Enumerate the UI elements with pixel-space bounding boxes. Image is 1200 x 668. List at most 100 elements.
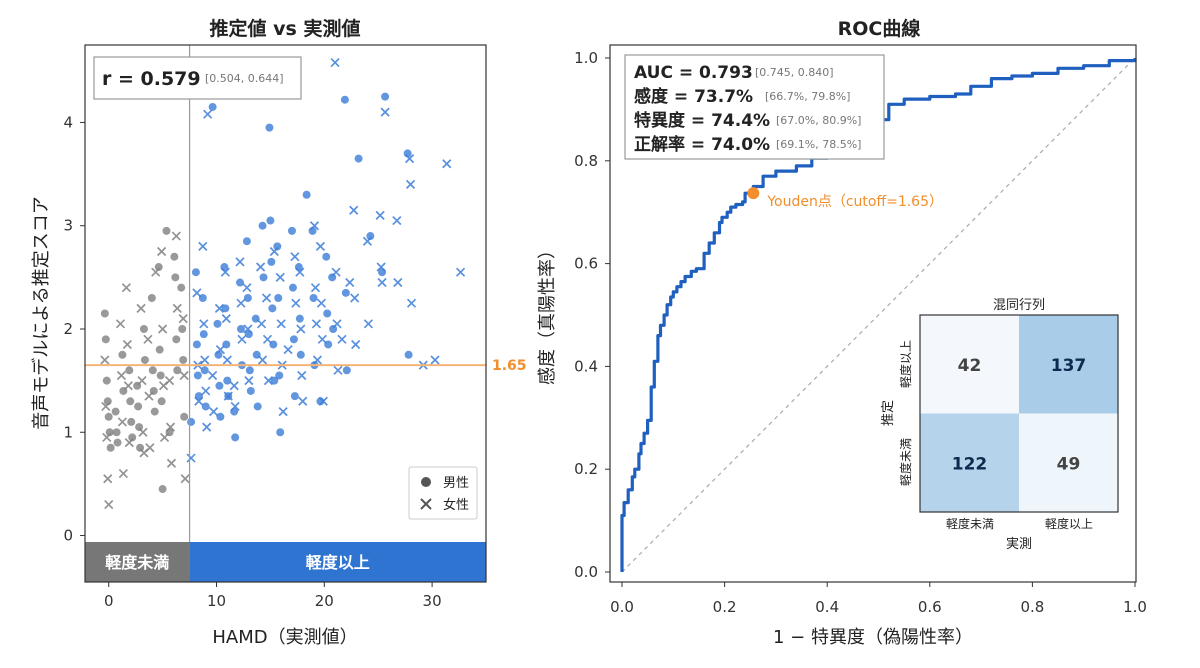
scatter-point-male xyxy=(242,237,251,246)
scatter-point-female xyxy=(102,432,112,443)
scatter-point-male xyxy=(171,273,180,282)
scatter-point-male xyxy=(126,397,135,406)
scatter-point-female xyxy=(221,314,231,324)
scatter-point-female xyxy=(166,458,177,468)
scatter-point-female xyxy=(283,345,293,355)
scatter-point-female xyxy=(349,205,359,215)
legend-female-label: 女性 xyxy=(443,497,469,513)
scatter-point-male xyxy=(341,288,350,297)
scatter-point-female xyxy=(298,396,308,406)
legend-x-icon xyxy=(420,498,432,510)
scatter-point-male xyxy=(246,386,255,395)
scatter-point-male xyxy=(156,371,165,380)
scatter-point-male xyxy=(199,330,208,339)
scatter-point-female xyxy=(337,334,347,344)
scatter-point-male xyxy=(118,350,127,359)
scatter-ticks: 0 10 20 30 0 1 2 3 4 xyxy=(63,113,441,610)
scatter-points xyxy=(100,57,466,510)
scatter-ylabel: 音声モデルによる推定スコア xyxy=(31,196,52,429)
scatter-point-female xyxy=(405,179,416,190)
confusion-matrix: 混同行列 42 137 122 49 軽度未満 軽度以上 実測 軽度以上 軽度未満 推… xyxy=(881,298,1119,552)
roc-xlabel: 1 − 特異度（偽陽性率） xyxy=(773,627,973,648)
x-tick-label: 10 xyxy=(207,592,226,610)
scatter-point-female xyxy=(333,365,343,375)
scatter-point-male xyxy=(179,355,188,364)
stats-label: 感度 = 73.7% xyxy=(634,86,753,107)
scatter-point-male xyxy=(193,371,202,380)
scatter-point-male xyxy=(270,376,279,385)
scatter-point-male xyxy=(177,283,186,292)
scatter-point-female xyxy=(244,376,254,386)
stats-box xyxy=(624,54,885,160)
roc-y-tick-label: 0.4 xyxy=(574,357,598,375)
scatter-point-male xyxy=(236,324,245,333)
scatter-point-female xyxy=(117,417,128,427)
scatter-point-male xyxy=(150,407,159,416)
scatter-point-male xyxy=(173,366,182,375)
correlation-box xyxy=(93,56,302,100)
scatter-point-female xyxy=(138,427,148,437)
scatter-point-male xyxy=(162,226,171,235)
scatter-point-female xyxy=(310,283,321,293)
scatter-point-female xyxy=(151,267,161,277)
scatter-point-female xyxy=(124,437,134,448)
cm-col-label-1: 軽度以上 xyxy=(1045,516,1093,531)
stats-rows: AUC = 0.793 [0.745, 0.840]感度 = 73.7% [66.7… xyxy=(634,63,861,155)
scatter-point-male xyxy=(147,294,156,303)
scatter-point-male xyxy=(276,428,285,437)
scatter-point-male xyxy=(113,438,122,447)
roc-ylabel: 感度（真陽性率） xyxy=(537,241,558,385)
scatter-point-male xyxy=(102,376,111,385)
scatter-frame xyxy=(84,44,487,583)
correlation-ci: [0.504, 0.644] xyxy=(205,72,284,85)
stats-label: 特異度 = 74.4% xyxy=(634,110,770,131)
roc-y-tick-label: 0.0 xyxy=(574,563,598,581)
stats-ci: [69.1%, 78.5%] xyxy=(776,138,861,151)
scatter-point-male xyxy=(231,433,240,442)
scatter-point-male xyxy=(106,443,115,452)
scatter-point-female xyxy=(157,246,167,257)
scatter-point-male xyxy=(101,335,110,344)
scatter-point-male xyxy=(266,216,275,225)
scatter-point-male xyxy=(328,273,337,282)
legend-male-label: 男性 xyxy=(443,476,469,491)
scatter-point-female xyxy=(316,298,326,308)
scatter-point-male xyxy=(258,221,267,230)
scatter-point-female xyxy=(406,298,417,308)
cm-cell-value: 42 xyxy=(958,356,982,376)
scatter-point-female xyxy=(311,319,322,329)
youden-label: Youden点（cutoff=1.65） xyxy=(766,194,943,210)
scatter-point-female xyxy=(261,293,272,303)
scatter-point-female xyxy=(208,370,218,381)
scatter-point-female xyxy=(137,376,147,386)
cm-cell xyxy=(920,315,1019,414)
scatter-point-male xyxy=(155,345,164,354)
y-tick-label: 4 xyxy=(63,113,73,131)
scatter-point-male xyxy=(296,350,305,359)
scatter-point-female xyxy=(455,267,466,277)
scatter-point-male xyxy=(329,324,338,333)
y-tick-label: 0 xyxy=(63,527,73,545)
scatter-point-female xyxy=(116,370,127,381)
scatter-point-female xyxy=(377,277,387,288)
scatter-point-male xyxy=(200,366,209,375)
scatter-point-female xyxy=(220,267,230,277)
roc-title: ROC曲線 xyxy=(838,17,921,40)
cm-title: 混同行列 xyxy=(993,298,1045,313)
scatter-point-male xyxy=(201,402,210,411)
scatter-point-female xyxy=(104,499,114,510)
scatter-point-male xyxy=(290,392,299,401)
scatter-point-male xyxy=(288,283,297,292)
y-tick-label: 3 xyxy=(63,217,73,235)
scatter-point-female xyxy=(214,303,225,313)
cm-row-label-0: 軽度以上 xyxy=(898,340,913,388)
stats-label: AUC = 0.793 xyxy=(634,63,753,83)
cm-cell xyxy=(1019,413,1118,512)
scatter-point-female xyxy=(123,381,133,391)
scatter-point-male xyxy=(170,252,179,261)
scatter-point-female xyxy=(235,257,245,267)
scatter-point-female xyxy=(201,386,211,396)
scatter-point-female xyxy=(230,401,240,412)
scatter-point-male xyxy=(208,102,217,111)
scatter-point-male xyxy=(245,366,254,375)
